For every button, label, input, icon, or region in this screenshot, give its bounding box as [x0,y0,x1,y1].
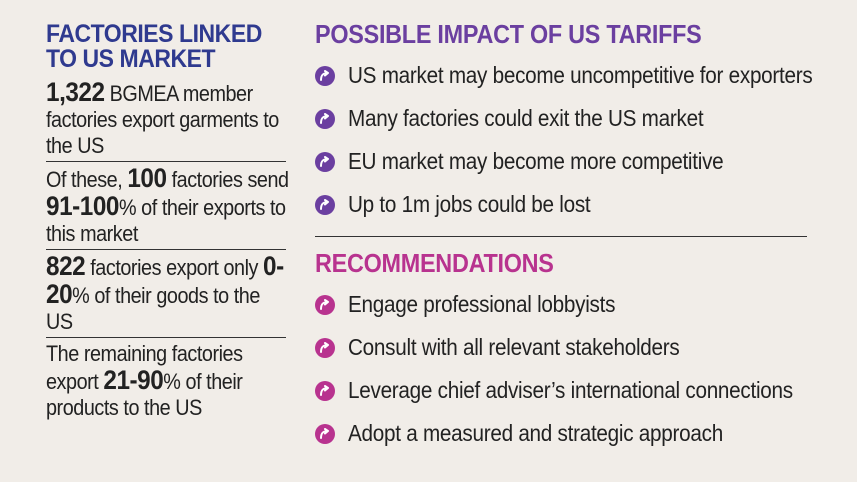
impact-item-text: Up to 1m jobs could be lost [348,191,591,217]
list-item: Engage professional lobbyists [315,283,815,326]
stat-2: Of these, 100 factories send 91-100% of … [46,162,289,249]
curved-arrow-icon [315,108,335,129]
curved-arrow-icon [315,194,335,215]
recommendation-item-text: Leverage chief adviser’s international c… [348,377,793,403]
stat-2-suffix: % of their exports to this market [46,195,286,246]
stat-2-range: 91-100 [46,191,119,221]
impact-list: US market may become uncompetitive for e… [315,54,815,226]
stat-3-range: 0-20 [46,251,284,309]
curved-arrow-icon [315,423,335,444]
recommendations-list: Engage professional lobbyists Consult wi… [315,283,815,455]
list-item: Leverage chief adviser’s international c… [315,369,815,412]
stat-3-number: 822 [46,251,86,281]
factories-title: FACTORIES LINKED TO US MARKET [46,22,269,72]
recommendation-item-text: Consult with all relevant stakeholders [348,334,680,360]
divider [46,337,286,338]
factories-title-line2: TO US MARKET [46,45,216,73]
stat-3: 822 factories export only 0-20% of their… [46,250,288,337]
list-item: EU market may become more competitive [315,140,815,183]
factories-title-line1: FACTORIES LINKED [46,20,262,48]
divider [46,249,286,250]
list-item: Many factories could exit the US market [315,97,815,140]
impact-title: POSSIBLE IMPACT OF US TARIFFS [315,19,702,49]
curved-arrow-icon [315,337,335,358]
curved-arrow-icon [315,294,335,315]
stat-2-text: factories send [166,167,289,192]
curved-arrow-icon [315,380,335,401]
divider [315,236,807,237]
stat-1-number: 1,322 [46,77,105,107]
stat-4-prefix: The remaining factories export [46,341,243,394]
divider [46,161,286,162]
stat-4: The remaining factories export 21-90% of… [46,338,288,423]
impact-item-text: EU market may become more competitive [348,148,724,174]
curved-arrow-icon [315,151,335,172]
stat-1-text: BGMEA member factories export garments t… [46,81,279,158]
recommendation-item-text: Adopt a measured and strategic approach [348,420,723,446]
right-panel: POSSIBLE IMPACT OF US TARIFFS US market … [315,18,815,455]
list-item: Consult with all relevant stakeholders [315,326,815,369]
list-item: Adopt a measured and strategic approach [315,412,815,455]
stat-3-text: factories export only [85,255,264,280]
stat-4-text: % of their products to the US [46,369,243,420]
factories-panel: FACTORIES LINKED TO US MARKET 1,322 BGME… [46,22,289,423]
recommendations-title: RECOMMENDATIONS [315,248,554,278]
stat-3-suffix: % of their goods to the US [46,283,260,334]
stat-1: 1,322 BGMEA member factories export garm… [46,76,288,161]
list-item: US market may become uncompetitive for e… [315,54,815,97]
stat-2-number: 100 [127,163,167,193]
curved-arrow-icon [315,65,335,86]
stat-4-range: 21-90 [103,365,164,395]
list-item: Up to 1m jobs could be lost [315,183,815,226]
stat-2-prefix: Of these, [46,167,128,192]
impact-item-text: US market may become uncompetitive for e… [348,62,813,88]
impact-item-text: Many factories could exit the US market [348,105,704,131]
recommendation-item-text: Engage professional lobbyists [348,291,616,317]
